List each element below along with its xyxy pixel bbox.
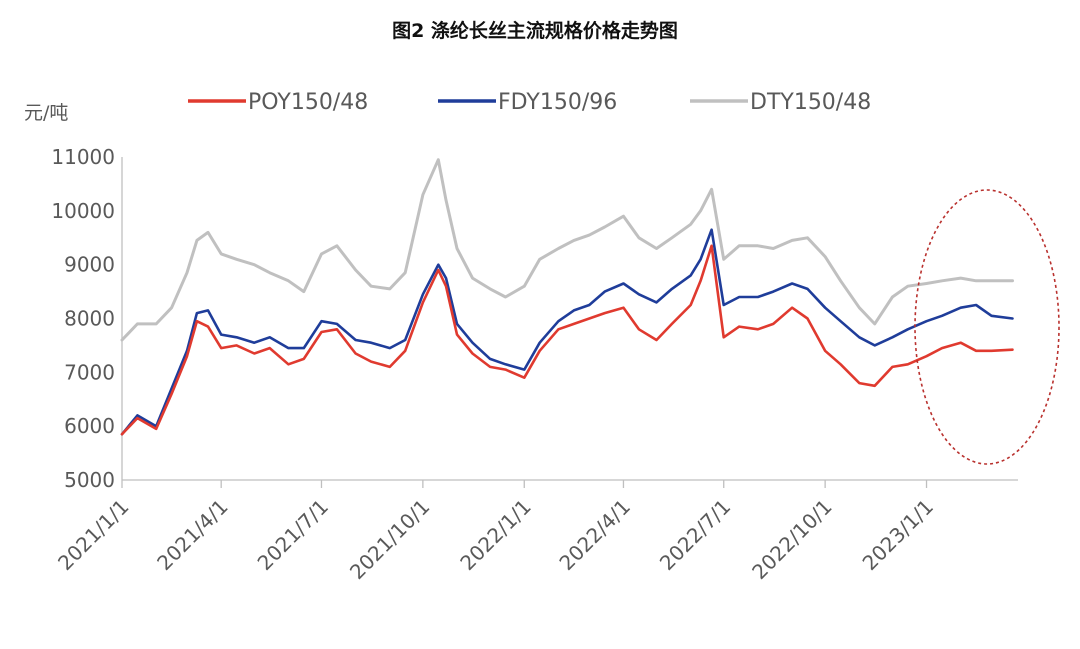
y-tick-label: 7000	[64, 360, 115, 384]
highlight-ellipse	[914, 189, 1060, 465]
x-tick-label: 2022/1/1	[455, 495, 535, 575]
x-tick-label: 2023/1/1	[858, 495, 938, 575]
y-tick-label: 10000	[51, 199, 115, 223]
x-tick-label: 2022/10/1	[747, 495, 836, 584]
chart-series	[120, 158, 1014, 436]
legend-label: POY150/48	[248, 90, 368, 115]
x-axis: 2021/1/1 2021/4/1 2021/7/1 2021/10/1 2022/1/…	[53, 479, 1018, 584]
y-tick-label: 11000	[51, 145, 115, 169]
y-tick-label: 6000	[64, 414, 115, 438]
x-tick-label: 2021/7/1	[253, 495, 333, 575]
x-tick-label: 2021/4/1	[152, 495, 232, 575]
series-line-dty150-48	[120, 158, 1014, 342]
x-tick-label: 2021/1/1	[53, 495, 133, 575]
y-tick-label: 8000	[64, 307, 115, 331]
chart-title: 图2 涤纶长丝主流规格价格走势图	[392, 19, 678, 42]
x-tick-label: 2022/4/1	[554, 495, 634, 575]
x-tick-label: 2022/7/1	[655, 495, 735, 575]
y-axis: 11000 10000 9000 8000 7000 6000 5000	[51, 145, 123, 492]
y-tick-label: 5000	[64, 468, 115, 492]
legend-label: DTY150/48	[750, 90, 871, 115]
series-line-fdy150-96	[120, 228, 1014, 436]
series-line-poy150-48	[120, 244, 1014, 436]
y-axis-unit-label: 元/吨	[24, 102, 68, 124]
legend-label: FDY150/96	[498, 90, 617, 115]
x-tick-label: 2021/10/1	[345, 495, 434, 584]
chart-legend: POY150/48 FDY150/96 DTY150/48	[188, 90, 871, 115]
y-tick-label: 9000	[64, 253, 115, 277]
